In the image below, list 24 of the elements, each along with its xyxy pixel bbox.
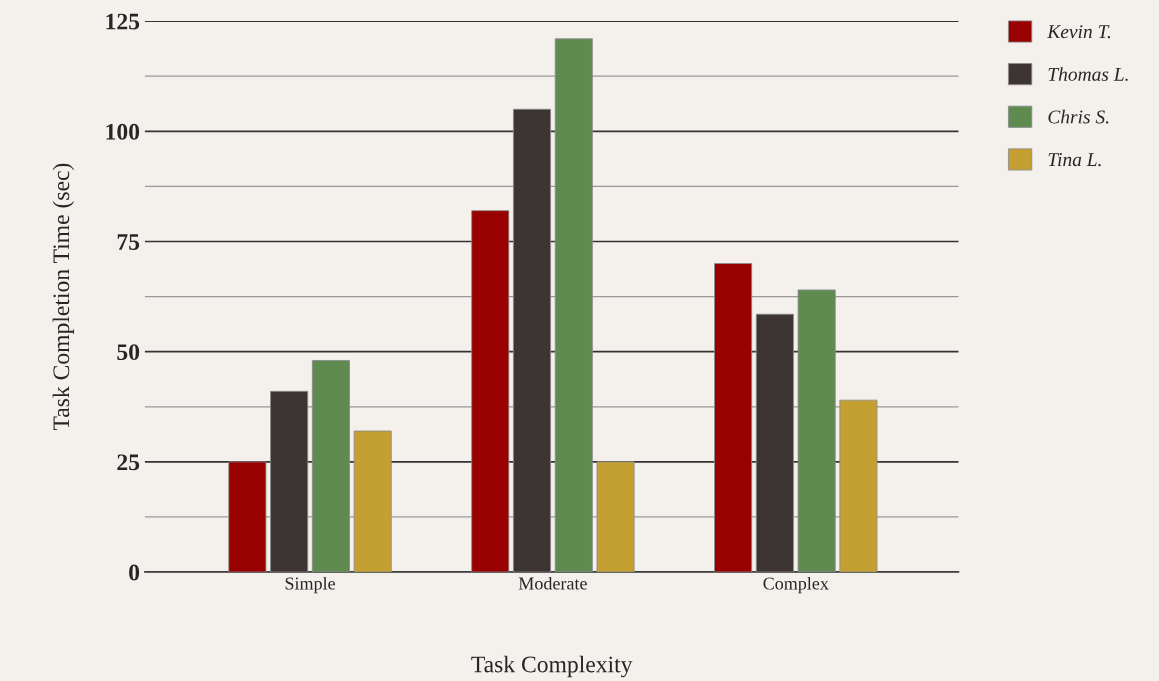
- bar: [471, 210, 510, 573]
- legend-label: Thomas L.: [1048, 67, 1128, 81]
- bar: [797, 289, 836, 573]
- legend-label: Kevin T.: [1047, 25, 1111, 39]
- bar: [228, 461, 267, 573]
- y-axis-title: Task Completion Time (sec): [52, 163, 75, 431]
- x-tick-label: Moderate: [518, 576, 587, 590]
- bar: [714, 263, 753, 573]
- y-tick-label: 0: [129, 564, 140, 581]
- x-tick-label: Simple: [285, 576, 335, 594]
- y-tick-label: 50: [117, 344, 140, 361]
- bar: [839, 399, 878, 573]
- y-tick-label: 25: [117, 454, 140, 471]
- y-tick-label: 125: [106, 13, 140, 30]
- legend-label: Tina L.: [1048, 153, 1101, 167]
- x-tick-label: Complex: [763, 576, 829, 594]
- x-axis-title: Task Complexity: [471, 655, 633, 678]
- bar: [311, 360, 350, 573]
- bar: [353, 430, 392, 573]
- legend-label: Chris S.: [1048, 109, 1109, 124]
- bar: [596, 461, 635, 573]
- y-tick-label: 75: [117, 234, 140, 250]
- y-tick-label: 100: [106, 123, 140, 140]
- bar: [554, 38, 593, 573]
